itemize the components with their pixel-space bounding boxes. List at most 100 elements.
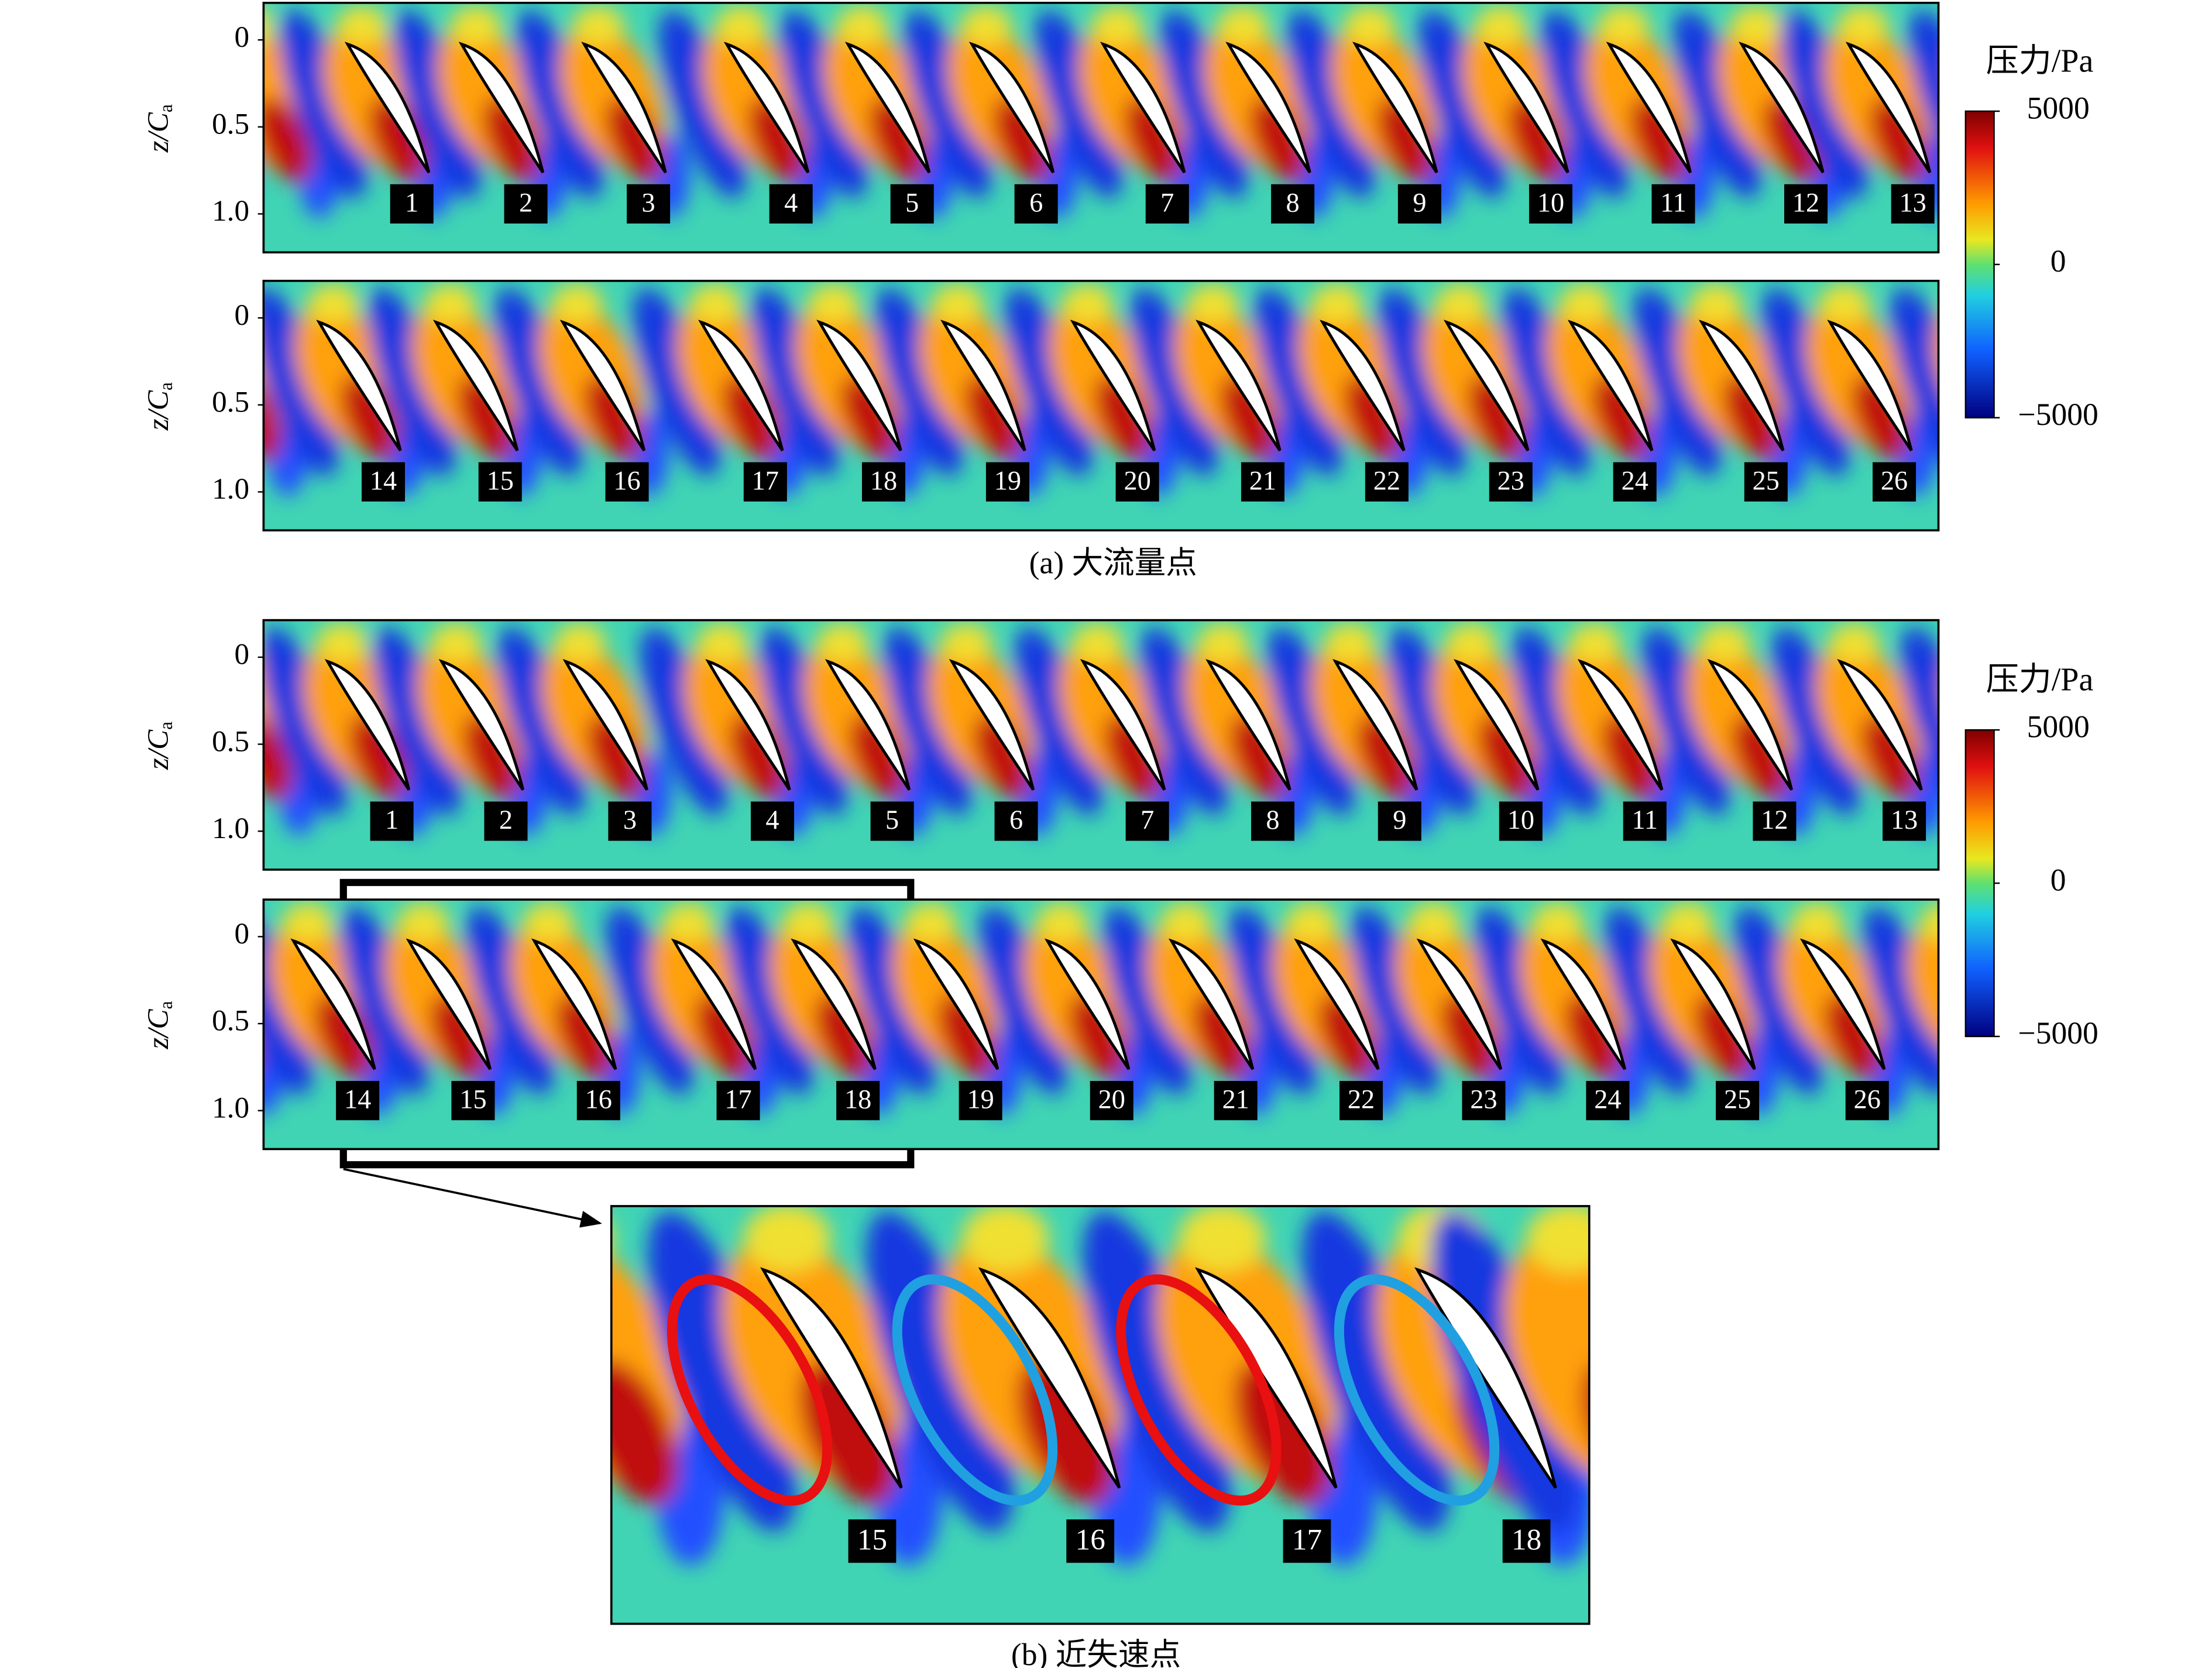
blob-mid	[1699, 623, 1751, 663]
blob-mid	[1526, 1206, 1589, 1272]
blade	[316, 320, 402, 452]
colorbar-title: 压力/Pa	[1986, 662, 2094, 698]
blob-mid	[1036, 902, 1088, 943]
blob-low	[1160, 9, 1248, 198]
blob-low	[495, 287, 582, 476]
blade-label: 18	[870, 466, 897, 496]
blade-label-box	[994, 801, 1038, 841]
blob-low	[751, 287, 839, 476]
blade-label-box	[769, 184, 813, 224]
blob-mid	[282, 902, 334, 943]
blob-low	[394, 9, 481, 198]
blade	[1443, 320, 1530, 452]
blade-label-box	[1125, 801, 1169, 841]
blob-low	[640, 627, 728, 816]
blob-low	[1268, 627, 1355, 816]
blob-mid	[816, 623, 868, 663]
blade	[1168, 938, 1255, 1070]
blob-low	[498, 627, 585, 816]
blob-low	[1389, 627, 1476, 816]
blade	[1739, 42, 1825, 174]
blade	[1540, 938, 1627, 1070]
blob-mid	[744, 1206, 832, 1272]
blob-low	[1863, 906, 1939, 1096]
blade-label-box	[1753, 801, 1797, 841]
blade-label: 21	[1249, 466, 1276, 496]
blade	[978, 1267, 1121, 1489]
highlight-ellipse	[892, 1274, 1058, 1506]
blob-peak	[263, 714, 292, 800]
blob-low	[1104, 906, 1191, 1096]
blade-label: 7	[1160, 188, 1174, 218]
blade-label-box	[1365, 462, 1409, 502]
blob-mid	[572, 5, 624, 46]
blade-label: 15	[459, 1085, 486, 1115]
blade-label-box	[478, 462, 522, 502]
highlight-ellipse	[1334, 1274, 1500, 1506]
blob-mid	[307, 283, 359, 324]
blob-mid	[1160, 902, 1212, 943]
blob-low	[780, 9, 867, 198]
contour-field	[263, 280, 1939, 531]
blade-label: 10	[1507, 805, 1534, 835]
blade-label-box	[1115, 462, 1159, 502]
y-axis-label-sub: a	[156, 104, 176, 112]
panel-frame	[610, 1204, 1591, 1625]
blade-label-box	[1251, 801, 1295, 841]
blade-label: 23	[1497, 466, 1524, 496]
blade-label-box	[361, 462, 406, 502]
blade-label-box	[1784, 184, 1828, 224]
blob-low	[1513, 627, 1600, 816]
blade	[1799, 938, 1886, 1070]
blob-mid	[1532, 902, 1584, 943]
blob-low	[1476, 906, 1563, 1096]
blob-low	[341, 906, 428, 1096]
blob-low	[980, 906, 1067, 1096]
blob-low	[466, 906, 554, 1096]
blob-mid	[905, 902, 957, 943]
blade-label-box	[451, 1080, 495, 1121]
blade-label: 1	[405, 188, 418, 218]
blob-low	[1634, 287, 1721, 476]
colorbar-tick-label: 0	[2050, 243, 2066, 279]
blob-low	[1255, 287, 1342, 476]
blade	[458, 42, 545, 174]
blade-label-box	[959, 1080, 1002, 1121]
blob-mid	[554, 623, 606, 663]
blob-mid	[1837, 5, 1889, 46]
blade	[671, 938, 757, 1070]
blade-label: 2	[499, 805, 513, 835]
blob-mid	[1829, 623, 1880, 663]
blade-label: 23	[1470, 1085, 1497, 1115]
blade-label: 5	[885, 805, 899, 835]
blade	[844, 42, 931, 174]
contour-field	[263, 620, 1939, 870]
blade-label-box	[848, 1519, 897, 1563]
y-axis-label-main: z/C	[142, 112, 175, 153]
blade	[324, 658, 411, 791]
blade-label-box	[336, 1080, 380, 1121]
blade-label: 4	[765, 805, 779, 835]
blade	[1196, 320, 1282, 452]
blade	[1837, 658, 1923, 791]
blob-low	[1657, 1420, 1725, 1565]
blob-low	[1229, 906, 1317, 1096]
blade	[816, 320, 902, 452]
blade-label: 25	[1724, 1085, 1751, 1115]
blade	[581, 42, 667, 174]
colorbar-tick-label: −5000	[2018, 397, 2098, 432]
y-axis-label: z/Ca	[142, 382, 177, 431]
blob-low	[606, 906, 693, 1096]
blade-label: 11	[1631, 805, 1658, 835]
blob-mid	[1475, 5, 1527, 46]
blade-label-box	[1014, 184, 1058, 224]
blade-label-box	[1716, 1080, 1760, 1121]
blob-mid	[1408, 902, 1460, 943]
blob-low	[263, 287, 339, 476]
blade-label: 26	[1854, 1085, 1881, 1115]
blade	[406, 938, 492, 1070]
blob-low	[849, 906, 936, 1096]
blade	[1205, 658, 1292, 791]
blade-label-box	[1339, 1080, 1383, 1121]
blade	[344, 42, 431, 174]
